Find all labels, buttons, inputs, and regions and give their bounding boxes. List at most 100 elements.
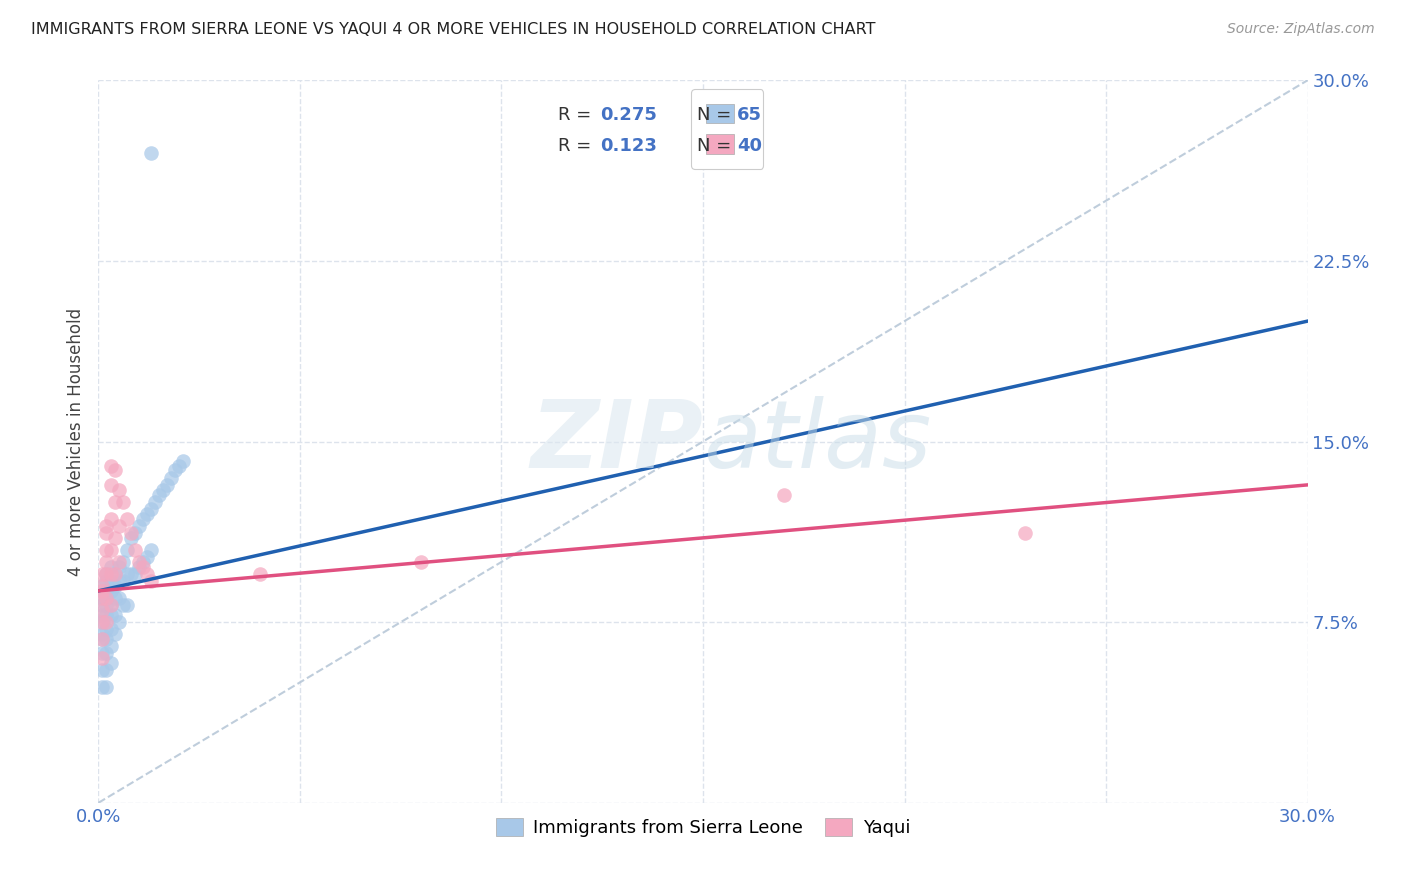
Point: [148, 487, 170, 501]
Point: [91, 567, 114, 582]
Point: [96, 615, 118, 630]
Point: [107, 591, 129, 605]
Point: [96, 518, 118, 533]
Point: [96, 591, 118, 605]
Point: [91, 579, 114, 593]
Point: [100, 656, 122, 670]
Point: [100, 478, 122, 492]
Text: ZIP: ZIP: [530, 395, 703, 488]
Text: atlas: atlas: [703, 396, 931, 487]
Point: [135, 550, 157, 565]
Point: [124, 567, 146, 582]
Point: [128, 518, 150, 533]
Point: [96, 555, 118, 569]
Point: [96, 567, 118, 582]
Point: [96, 542, 118, 557]
Point: [135, 567, 157, 582]
Point: [772, 487, 794, 501]
Point: [1014, 526, 1036, 541]
Point: [152, 483, 174, 497]
Point: [115, 599, 138, 613]
Point: [120, 526, 142, 541]
Point: [100, 458, 122, 473]
Point: [91, 647, 114, 661]
Text: 40: 40: [737, 136, 762, 154]
Point: [96, 607, 118, 622]
Point: [91, 632, 114, 646]
Text: N =: N =: [697, 105, 737, 124]
Point: [111, 555, 134, 569]
Point: [111, 494, 134, 508]
Text: 65: 65: [737, 105, 762, 124]
Point: [132, 511, 155, 525]
Point: [107, 559, 129, 574]
Point: [103, 567, 125, 582]
Text: Source: ZipAtlas.com: Source: ZipAtlas.com: [1227, 22, 1375, 37]
Point: [91, 579, 114, 593]
Point: [96, 599, 118, 613]
Point: [91, 664, 114, 678]
Text: R =: R =: [558, 136, 598, 154]
Point: [96, 574, 118, 589]
Point: [91, 651, 114, 665]
Point: [91, 632, 114, 646]
Text: R =: R =: [558, 105, 598, 124]
Point: [107, 555, 129, 569]
Point: [91, 615, 114, 630]
Point: [96, 680, 118, 694]
Text: N =: N =: [697, 136, 737, 154]
Point: [139, 145, 162, 160]
Point: [156, 478, 179, 492]
Point: [100, 542, 122, 557]
Point: [103, 591, 125, 605]
Point: [103, 494, 125, 508]
Point: [103, 579, 125, 593]
Point: [115, 567, 138, 582]
Legend: Immigrants from Sierra Leone, Yaqui: Immigrants from Sierra Leone, Yaqui: [488, 811, 918, 845]
Point: [96, 526, 118, 541]
Point: [100, 567, 122, 582]
Point: [96, 647, 118, 661]
Point: [172, 454, 194, 468]
Point: [160, 470, 183, 484]
Point: [100, 574, 122, 589]
Point: [111, 574, 134, 589]
Point: [96, 623, 118, 637]
Point: [96, 664, 118, 678]
Point: [103, 607, 125, 622]
Point: [100, 607, 122, 622]
Point: [120, 531, 142, 545]
Point: [132, 555, 155, 569]
Point: [91, 607, 114, 622]
Point: [100, 559, 122, 574]
Text: 0.123: 0.123: [600, 136, 657, 154]
Point: [96, 583, 118, 598]
Point: [91, 591, 114, 605]
Point: [100, 599, 122, 613]
Point: [167, 458, 190, 473]
Point: [100, 583, 122, 598]
Point: [128, 555, 150, 569]
Point: [249, 567, 271, 582]
Point: [139, 574, 162, 589]
Point: [124, 526, 146, 541]
Point: [96, 632, 118, 646]
Point: [128, 559, 150, 574]
Point: [91, 591, 114, 605]
Point: [107, 483, 129, 497]
Point: [124, 542, 146, 557]
Text: 0.275: 0.275: [600, 105, 657, 124]
Point: [107, 615, 129, 630]
Point: [96, 591, 118, 605]
Point: [103, 531, 125, 545]
Point: [91, 615, 114, 630]
Point: [103, 627, 125, 641]
Point: [120, 567, 142, 582]
Point: [143, 494, 166, 508]
Point: [163, 463, 186, 477]
Point: [132, 559, 155, 574]
Point: [135, 507, 157, 521]
Point: [91, 599, 114, 613]
Point: [96, 567, 118, 582]
Text: IMMIGRANTS FROM SIERRA LEONE VS YAQUI 4 OR MORE VEHICLES IN HOUSEHOLD CORRELATIO: IMMIGRANTS FROM SIERRA LEONE VS YAQUI 4 …: [31, 22, 876, 37]
